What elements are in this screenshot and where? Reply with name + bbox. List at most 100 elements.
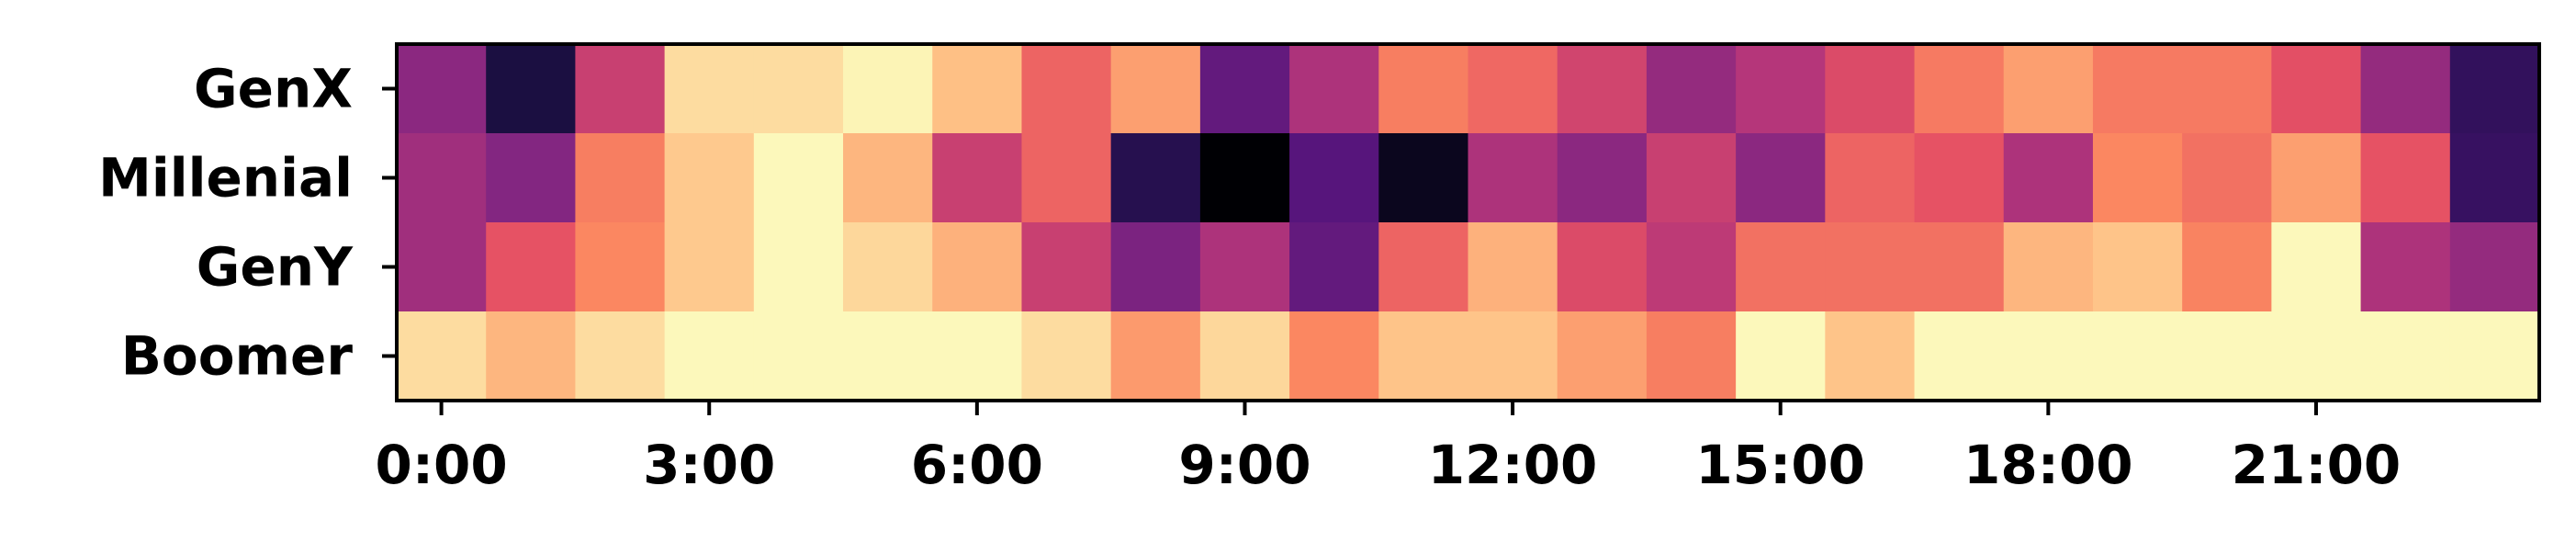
y-tick-label: GenY bbox=[197, 236, 354, 299]
heatmap-cell bbox=[575, 133, 666, 223]
heatmap-cell bbox=[2003, 222, 2094, 312]
heatmap-cell bbox=[1736, 133, 1826, 223]
y-tick-label: Boomer bbox=[121, 325, 354, 388]
heatmap-cell bbox=[575, 44, 666, 134]
heatmap-cell bbox=[2092, 222, 2183, 312]
heatmap-cell bbox=[664, 133, 755, 223]
heatmap-cell bbox=[843, 222, 933, 312]
heatmap-cell bbox=[1021, 44, 1112, 134]
heatmap-cell bbox=[753, 44, 844, 134]
heatmap-cell bbox=[1468, 311, 1558, 401]
heatmap-cell bbox=[397, 44, 487, 134]
heatmap-cell bbox=[486, 222, 576, 312]
y-axis: GenX Millenial GenY Boomer bbox=[98, 58, 397, 388]
heatmap-cell bbox=[753, 222, 844, 312]
heatmap-cell bbox=[2182, 44, 2272, 134]
heatmap-cell bbox=[932, 222, 1022, 312]
heatmap-cell bbox=[2182, 311, 2272, 401]
heatmap-cell bbox=[1289, 311, 1379, 401]
heatmap-cell bbox=[2092, 311, 2183, 401]
heatmap-cell bbox=[1199, 44, 1290, 134]
heatmap-cell bbox=[1914, 44, 2005, 134]
heatmap-cell bbox=[1468, 133, 1558, 223]
heatmap-cell bbox=[2003, 44, 2094, 134]
x-tick-label: 3:00 bbox=[643, 434, 775, 496]
heatmap-cell bbox=[1825, 133, 1916, 223]
heatmap-cell bbox=[1736, 311, 1826, 401]
heatmap-cell bbox=[1110, 311, 1201, 401]
x-tick-label: 9:00 bbox=[1178, 434, 1310, 496]
heatmap-cell bbox=[1021, 222, 1112, 312]
heatmap-cell bbox=[1378, 44, 1468, 134]
heatmap-cell bbox=[2449, 222, 2540, 312]
heatmap-cell bbox=[1557, 311, 1648, 401]
heatmap-cell bbox=[1557, 222, 1648, 312]
y-tick-label: GenX bbox=[194, 58, 353, 120]
heatmap-cell bbox=[397, 133, 487, 223]
heatmap-cell bbox=[1825, 222, 1916, 312]
heatmap-cell bbox=[1914, 222, 2005, 312]
heatmap-cells bbox=[397, 44, 2540, 401]
heatmap-cell bbox=[1646, 44, 1737, 134]
heatmap-cell bbox=[2092, 44, 2183, 134]
x-tick-label: 6:00 bbox=[911, 434, 1043, 496]
heatmap-cell bbox=[664, 222, 755, 312]
heatmap-cell bbox=[843, 311, 933, 401]
heatmap-cell bbox=[1736, 44, 1826, 134]
heatmap-cell bbox=[1825, 311, 1916, 401]
heatmap-cell bbox=[575, 222, 666, 312]
heatmap-cell bbox=[397, 222, 487, 312]
heatmap-cell bbox=[2003, 133, 2094, 223]
heatmap-cell bbox=[2271, 44, 2362, 134]
heatmap-cell bbox=[1289, 133, 1379, 223]
heatmap-cell bbox=[2449, 311, 2540, 401]
x-tick-label: 21:00 bbox=[2232, 434, 2402, 496]
heatmap-cell bbox=[932, 44, 1022, 134]
heatmap-cell bbox=[932, 133, 1022, 223]
x-tick-label: 12:00 bbox=[1428, 434, 1598, 496]
heatmap-cell bbox=[1110, 133, 1201, 223]
heatmap-cell bbox=[2360, 311, 2451, 401]
heatmap-cell bbox=[2360, 44, 2451, 134]
heatmap-cell bbox=[397, 311, 487, 401]
heatmap-cell bbox=[2182, 133, 2272, 223]
heatmap-cell bbox=[1468, 44, 1558, 134]
heatmap-cell bbox=[1914, 133, 2005, 223]
x-axis: 0:00 3:00 6:00 9:00 12:00 15:00 18:00 21:00 bbox=[375, 401, 2401, 496]
heatmap-cell bbox=[2360, 133, 2451, 223]
heatmap-cell bbox=[1110, 44, 1201, 134]
heatmap-cell bbox=[1736, 222, 1826, 312]
heatmap-cell bbox=[1646, 222, 1737, 312]
heatmap-cell bbox=[2449, 133, 2540, 223]
plot-frame bbox=[395, 42, 2541, 402]
x-tick-label: 15:00 bbox=[1695, 434, 1865, 496]
heatmap-cell bbox=[1914, 311, 2005, 401]
heatmap-cell bbox=[2271, 222, 2362, 312]
heatmap-cell bbox=[486, 44, 576, 134]
heatmap-cell bbox=[1557, 133, 1648, 223]
heatmap-cell bbox=[843, 133, 933, 223]
heatmap-cell bbox=[1468, 222, 1558, 312]
heatmap-cell bbox=[1021, 133, 1112, 223]
heatmap-cell bbox=[1289, 44, 1379, 134]
heatmap-cell bbox=[2182, 222, 2272, 312]
heatmap-cell bbox=[843, 44, 933, 134]
heatmap-cell bbox=[664, 44, 755, 134]
heatmap-cell bbox=[1825, 44, 1916, 134]
x-tick-label: 0:00 bbox=[375, 434, 507, 496]
heatmap-cell bbox=[575, 311, 666, 401]
heatmap-cell bbox=[486, 311, 576, 401]
heatmap-cell bbox=[932, 311, 1022, 401]
heatmap-cell bbox=[1021, 311, 1112, 401]
heatmap-cell bbox=[753, 311, 844, 401]
heatmap-cell bbox=[1646, 311, 1737, 401]
heatmap-cell bbox=[1110, 222, 1201, 312]
heatmap-cell bbox=[2092, 133, 2183, 223]
heatmap-cell bbox=[2003, 311, 2094, 401]
heatmap-cell bbox=[2271, 133, 2362, 223]
heatmap-cell bbox=[2360, 222, 2451, 312]
heatmap-cell bbox=[1646, 133, 1737, 223]
heatmap-cell bbox=[1378, 311, 1468, 401]
heatmap-cell bbox=[1199, 222, 1290, 312]
